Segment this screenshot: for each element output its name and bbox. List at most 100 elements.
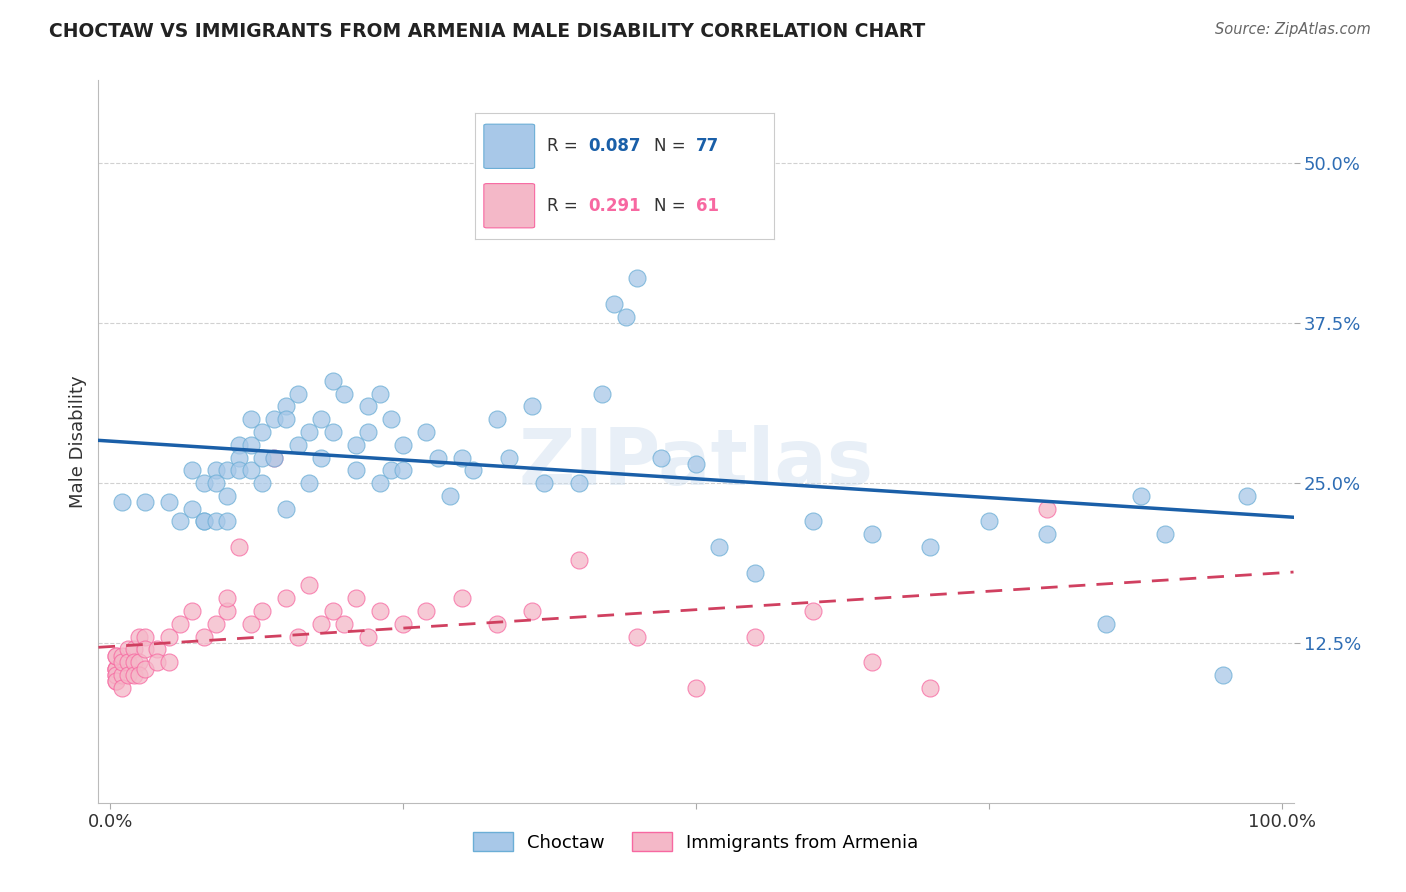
Point [181, 501, 204, 516]
Point [239, 438, 262, 452]
Point [105, 668, 128, 682]
Point [287, 386, 309, 401]
Point [415, 604, 437, 618]
Point [157, 630, 180, 644]
Point [1095, 616, 1118, 631]
Point [228, 438, 250, 452]
Point [685, 681, 707, 695]
Point [128, 655, 150, 669]
Point [287, 438, 309, 452]
Point [217, 591, 239, 606]
Point [685, 457, 707, 471]
Point [252, 476, 274, 491]
Point [344, 591, 367, 606]
Point [263, 412, 285, 426]
Point [439, 489, 461, 503]
Point [117, 668, 139, 682]
Point [533, 476, 555, 491]
Point [263, 450, 285, 465]
Point [485, 616, 508, 631]
Point [105, 661, 128, 675]
Point [1212, 668, 1234, 682]
Point [146, 655, 169, 669]
Point [309, 412, 332, 426]
Point [801, 515, 824, 529]
Point [661, 208, 683, 222]
Point [128, 668, 150, 682]
Point [146, 642, 169, 657]
Text: CHOCTAW VS IMMIGRANTS FROM ARMENIA MALE DISABILITY CORRELATION CHART: CHOCTAW VS IMMIGRANTS FROM ARMENIA MALE … [49, 22, 925, 41]
Point [105, 661, 128, 675]
Point [274, 591, 297, 606]
Point [298, 425, 321, 439]
Point [450, 591, 472, 606]
Point [333, 616, 356, 631]
Point [122, 642, 145, 657]
Point [591, 386, 613, 401]
Point [157, 655, 180, 669]
Y-axis label: Male Disability: Male Disability [69, 376, 87, 508]
Point [204, 515, 226, 529]
Point [626, 271, 648, 285]
Point [309, 450, 332, 465]
Point [392, 463, 415, 477]
Point [287, 630, 309, 644]
Point [450, 450, 472, 465]
Point [217, 489, 239, 503]
Point [274, 400, 297, 414]
Point [744, 630, 766, 644]
Point [217, 515, 239, 529]
Point [1036, 527, 1059, 541]
Legend: Choctaw, Immigrants from Armenia: Choctaw, Immigrants from Armenia [467, 824, 925, 859]
Point [977, 515, 1000, 529]
Point [105, 668, 128, 682]
Point [252, 425, 274, 439]
Point [274, 501, 297, 516]
Point [603, 297, 626, 311]
Point [217, 604, 239, 618]
Point [193, 515, 215, 529]
Point [111, 681, 134, 695]
Point [204, 476, 226, 491]
Point [157, 495, 180, 509]
Point [1236, 489, 1258, 503]
Point [217, 463, 239, 477]
Point [485, 412, 508, 426]
Point [614, 310, 637, 324]
Point [105, 674, 128, 689]
Point [1130, 489, 1153, 503]
Point [380, 412, 402, 426]
Point [193, 515, 215, 529]
Point [357, 400, 380, 414]
Point [204, 616, 226, 631]
Text: Source: ZipAtlas.com: Source: ZipAtlas.com [1215, 22, 1371, 37]
Point [626, 630, 648, 644]
Point [298, 476, 321, 491]
Point [1036, 501, 1059, 516]
Point [920, 540, 942, 554]
Point [228, 540, 250, 554]
Point [169, 515, 191, 529]
Point [105, 648, 128, 663]
Point [357, 425, 380, 439]
Point [520, 400, 543, 414]
Point [368, 386, 391, 401]
Point [520, 604, 543, 618]
Point [309, 616, 332, 631]
Point [274, 412, 297, 426]
Point [333, 386, 356, 401]
Point [239, 412, 262, 426]
Point [193, 630, 215, 644]
Point [128, 630, 150, 644]
Point [134, 495, 156, 509]
Point [111, 495, 134, 509]
Point [801, 604, 824, 618]
Point [860, 527, 883, 541]
Point [568, 476, 591, 491]
Point [228, 450, 250, 465]
Point [111, 655, 134, 669]
Point [105, 648, 128, 663]
Point [134, 661, 156, 675]
Point [252, 604, 274, 618]
Point [204, 463, 226, 477]
